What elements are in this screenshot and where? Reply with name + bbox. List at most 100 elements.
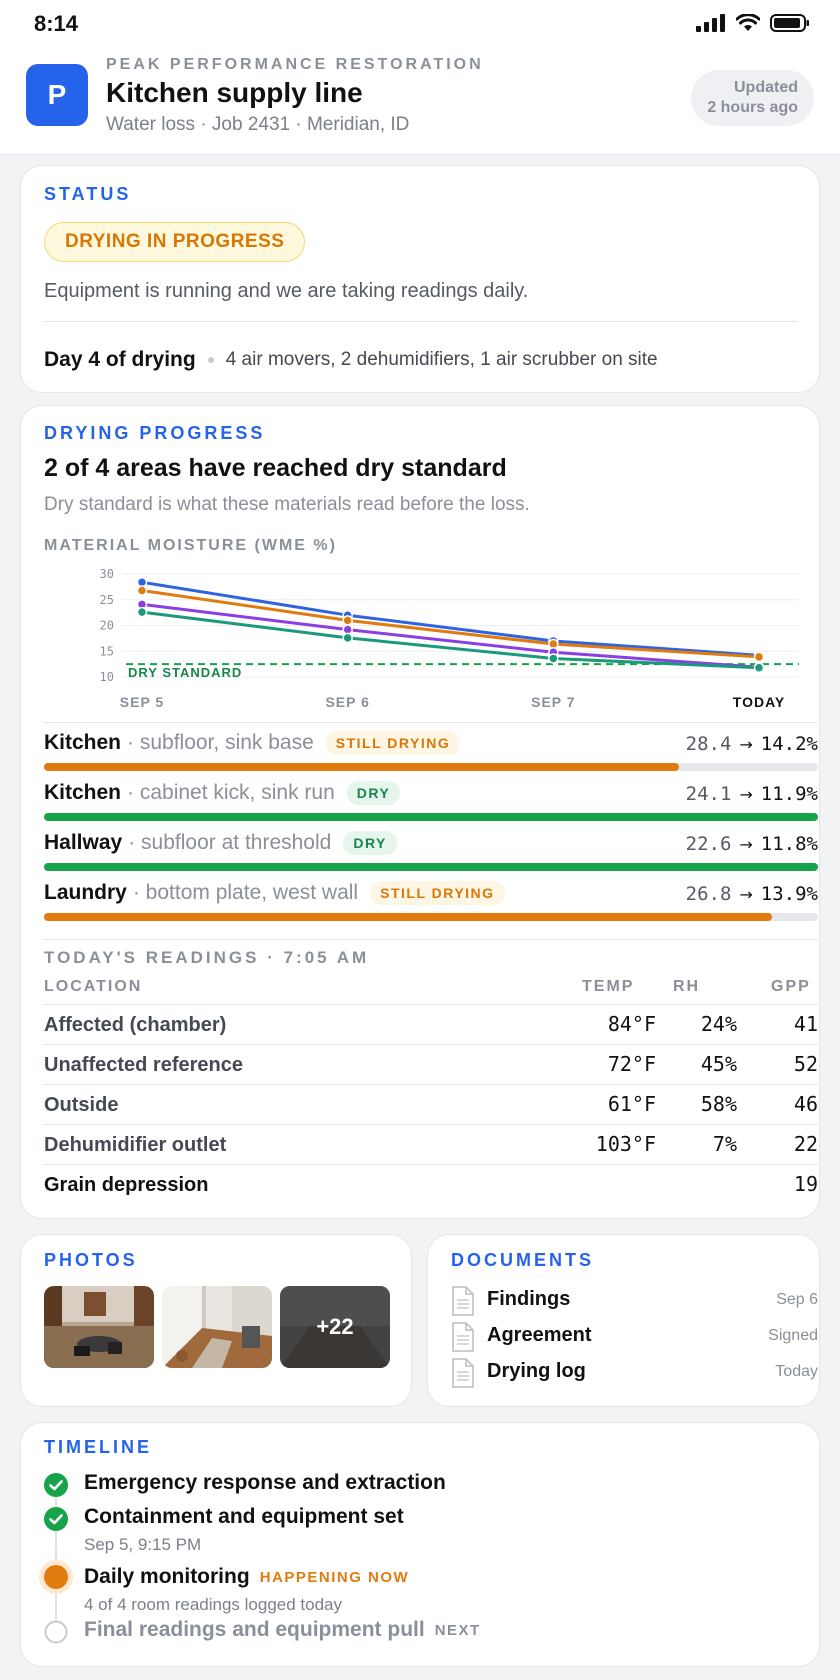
data-point [548, 653, 559, 664]
document-item[interactable]: Agreement Signed [451, 1322, 818, 1352]
reading-location: Outside [44, 1094, 119, 1116]
progress-title: 2 of 4 areas have reached dry standard [44, 454, 507, 482]
area-status-badge: STILL DRYING [325, 731, 461, 755]
current-step-icon [39, 1560, 73, 1594]
progress-bar [44, 863, 818, 871]
document-item[interactable]: Drying log Today [451, 1358, 818, 1388]
table-row: Affected (chamber) 84°F 24% 41 [44, 1004, 818, 1044]
x-tick-label: SEP 7 [531, 694, 575, 710]
document-item[interactable]: Findings Sep 6 [451, 1286, 818, 1316]
area-reading: 28.4 → 14.2% [686, 733, 818, 755]
area-detail: · subfloor at threshold [128, 831, 332, 854]
area-row: Hallway · subfloor at threshold DRY 22.6 → 11… [44, 831, 818, 881]
y-tick-label: 20 [100, 619, 114, 633]
job-header: P PEAK PERFORMANCE RESTORATION Kitchen s… [0, 48, 840, 155]
y-tick-label: 30 [100, 567, 114, 581]
reading-current: 11.8% [760, 833, 818, 855]
area-room: Kitchen [44, 781, 122, 804]
updated-time: 2 hours ago [707, 99, 798, 116]
dry-standard-label: DRY STANDARD [128, 665, 242, 680]
area-name: Hallway · subfloor at threshold DRY [44, 831, 397, 855]
reading-location: Grain depression [44, 1174, 209, 1196]
status-heading: STATUS [44, 184, 132, 204]
reading-temp: 103°F [595, 1132, 656, 1156]
table-row: Unaffected reference 72°F 45% 52 [44, 1044, 818, 1084]
wifi-icon [736, 14, 760, 31]
status-description: Equipment is running and we are taking r… [44, 280, 529, 302]
area-room: Kitchen [44, 731, 122, 754]
document-meta: Today [775, 1363, 818, 1380]
arrow-right-icon: → [739, 835, 753, 854]
area-detail: · cabinet kick, sink run [127, 781, 335, 804]
reading-rh: 7% [712, 1132, 737, 1156]
progress-bar [44, 813, 818, 821]
area-status-badge: DRY [343, 831, 397, 855]
divider [44, 321, 798, 322]
document-name: Drying log [487, 1360, 586, 1382]
reading-start: 28.4 [685, 733, 732, 755]
photo-thumbnail[interactable] [162, 1286, 272, 1368]
photos-card: PHOTOS [20, 1234, 412, 1407]
timeline-subtitle: Sep 5, 9:15 PM [84, 1535, 202, 1554]
updated-badge: Updated 2 hours ago [691, 70, 814, 126]
separator-dot [207, 357, 214, 363]
area-reading: 22.6 → 11.8% [686, 833, 818, 855]
reading-gpp: 22 [793, 1132, 818, 1156]
check-circle-icon [44, 1507, 68, 1531]
y-tick-label: 25 [100, 593, 114, 607]
series-line-2 [141, 588, 760, 659]
more-photos-button[interactable]: +22 [280, 1286, 390, 1368]
x-tick-label: TODAY [733, 694, 785, 710]
area-row: Kitchen · cabinet kick, sink run DRY 24.1 → 1… [44, 781, 818, 831]
documents-card: DOCUMENTS Findings Sep 6 Agreement Signed Dr… [427, 1234, 820, 1407]
reading-temp: 84°F [607, 1012, 656, 1036]
equipment-summary: 4 air movers, 2 dehumidifiers, 1 air scr… [225, 349, 658, 370]
company-logo: P [26, 64, 88, 126]
document-name: Findings [487, 1288, 571, 1310]
document-meta: Signed [768, 1327, 818, 1344]
divider [44, 939, 818, 940]
divider [44, 722, 818, 723]
more-photos-count: +22 [316, 1314, 354, 1339]
series-line-4 [141, 610, 760, 670]
x-tick-label: SEP 5 [120, 694, 164, 710]
column-rh: RH [673, 978, 701, 995]
area-status-badge: DRY [346, 781, 401, 805]
y-tick-label: 10 [100, 670, 114, 684]
check-circle-icon [44, 1473, 68, 1497]
progress-bar-fill [44, 913, 772, 921]
reading-gpp: 52 [793, 1052, 818, 1076]
progress-bar-fill [44, 813, 818, 821]
timeline-tag: NEXT [434, 1621, 481, 1639]
y-tick-label: 15 [100, 644, 114, 658]
progress-bar [44, 913, 818, 921]
system-icons [696, 14, 810, 32]
area-row: Kitchen · subfloor, sink base STILL DRYING… [44, 731, 818, 781]
document-meta: Sep 6 [776, 1291, 818, 1308]
readings-heading: TODAY'S READINGS · 7:05 AM [44, 948, 370, 967]
table-row: Dehumidifier outlet 103°F 7% 22 [44, 1124, 818, 1164]
progress-bar-fill [44, 763, 679, 771]
progress-bar-fill [44, 863, 818, 871]
document-icon [452, 1322, 474, 1352]
reading-start: 24.1 [685, 783, 732, 805]
reading-gpp: 46 [793, 1092, 818, 1116]
timeline-subtitle: 4 of 4 room readings logged today [84, 1595, 343, 1614]
area-name: Kitchen · cabinet kick, sink run DRY [44, 781, 401, 805]
progress-bar [44, 763, 818, 771]
area-reading: 26.8 → 13.9% [686, 883, 818, 905]
document-name: Agreement [487, 1324, 592, 1346]
photo-thumbnail[interactable] [44, 1286, 154, 1368]
arrow-right-icon: → [739, 785, 753, 804]
reading-temp: 61°F [607, 1092, 656, 1116]
column-temp: TEMP [582, 978, 635, 995]
pending-circle-icon [44, 1620, 68, 1644]
reading-rh: 24% [700, 1012, 737, 1036]
timeline-title-row: Emergency response and extraction [84, 1471, 446, 1495]
timeline-title: Final readings and equipment pull [84, 1618, 425, 1641]
series-line-1 [141, 580, 760, 657]
photo-hallway-image [162, 1286, 272, 1368]
reading-rh: 45% [700, 1052, 737, 1076]
reading-current: 11.9% [760, 783, 818, 805]
area-room: Hallway [44, 831, 123, 854]
